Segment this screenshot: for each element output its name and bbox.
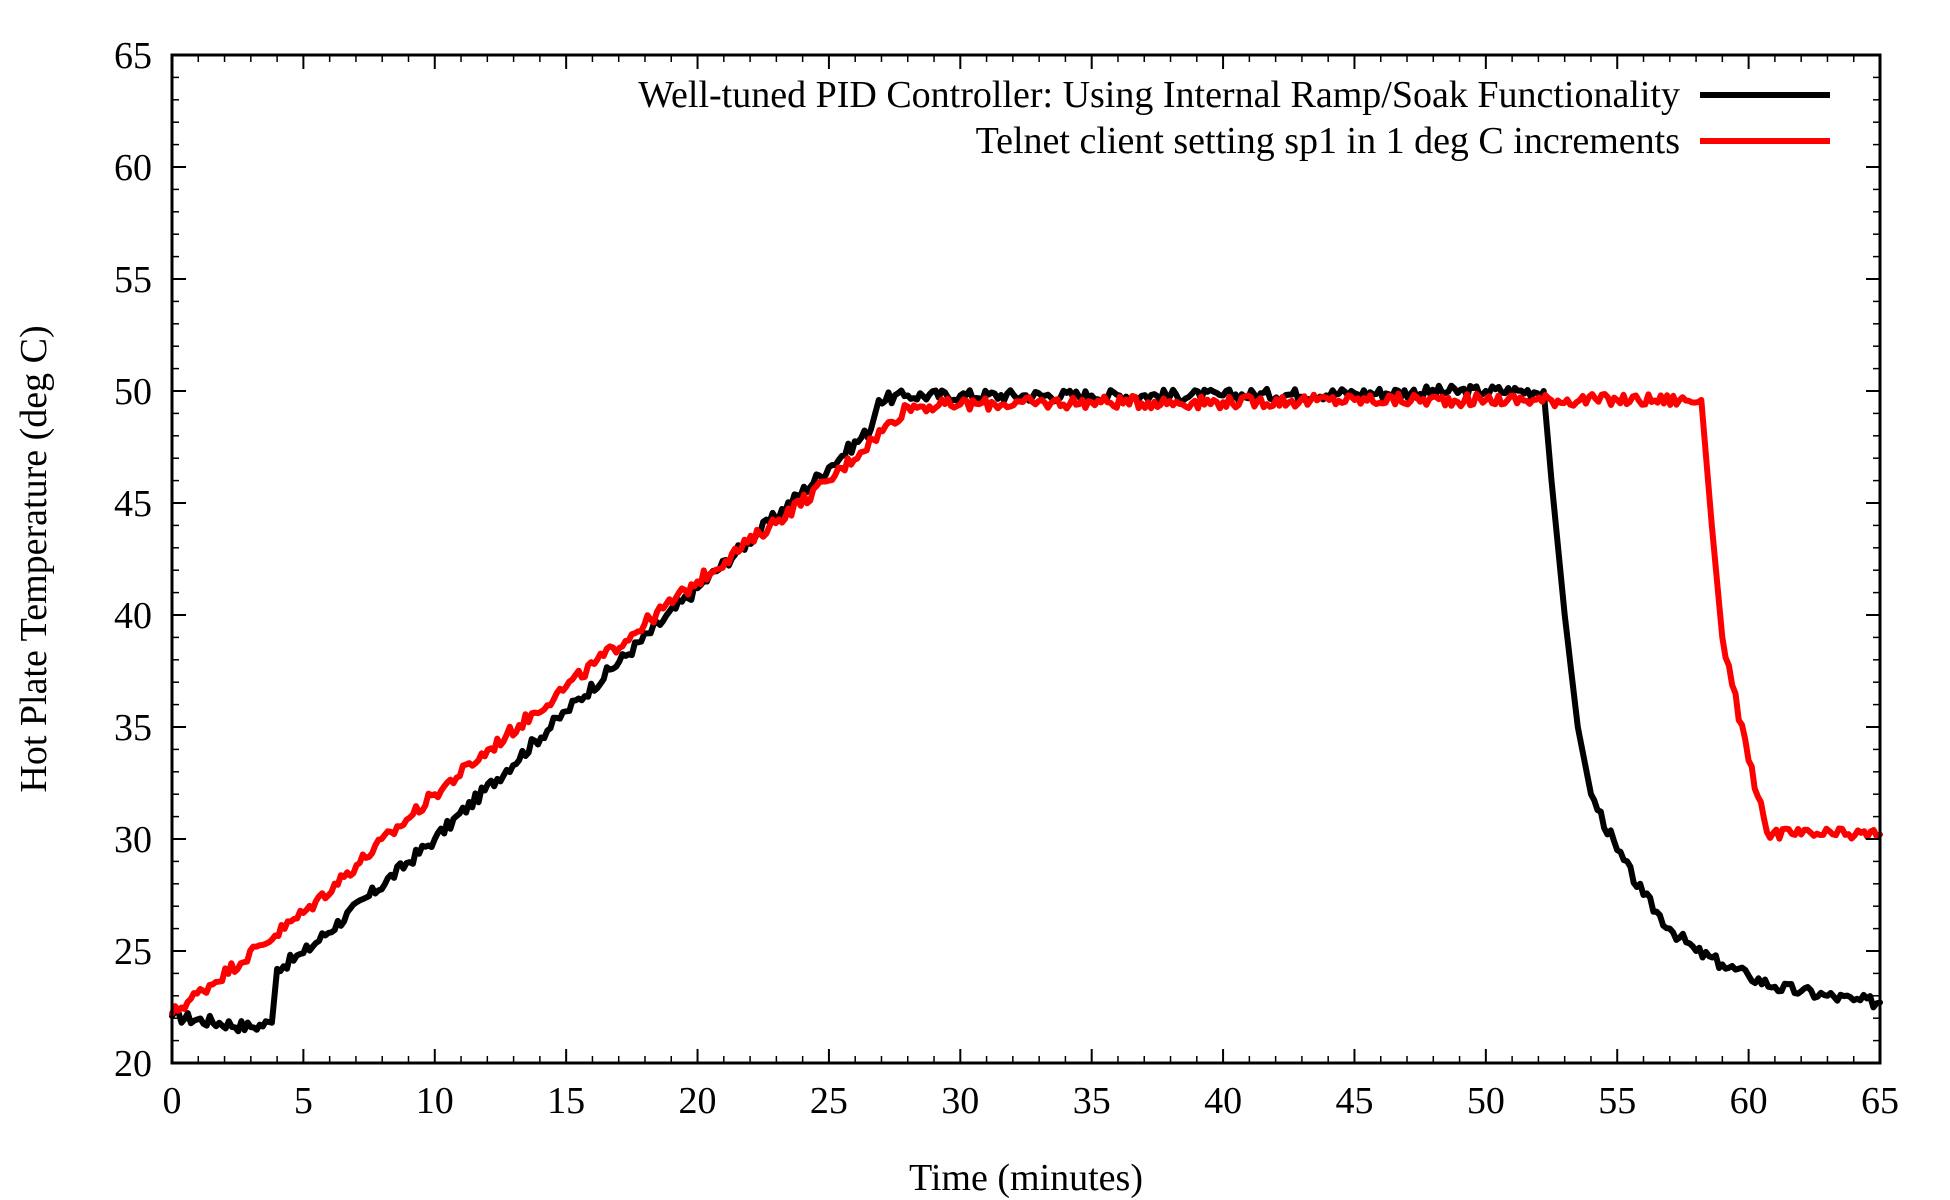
x-axis-title: Time (minutes) xyxy=(909,1157,1143,1199)
x-tick-label: 45 xyxy=(1335,1080,1373,1122)
x-tick-label: 60 xyxy=(1730,1080,1768,1122)
x-tick-label: 20 xyxy=(679,1080,717,1122)
x-tick-label: 5 xyxy=(294,1080,313,1122)
ticks-layer: 0 5 10 15 20 25 30 35 40 45 50 55 60 65 20 25 30 35 40 45 50… xyxy=(114,35,1899,1122)
y-axis-title: Hot Plate Temperature (deg C) xyxy=(13,325,55,792)
y-tick-label: 25 xyxy=(114,931,152,973)
series-line-1 xyxy=(169,382,1883,1035)
x-tick-label: 55 xyxy=(1598,1080,1636,1122)
y-tick-label: 20 xyxy=(114,1043,152,1085)
legend: Well-tuned PID Controller: Using Interna… xyxy=(638,74,1830,162)
legend-label-1: Well-tuned PID Controller: Using Interna… xyxy=(638,74,1680,116)
x-tick-label: 15 xyxy=(547,1080,585,1122)
y-tick-label: 60 xyxy=(114,147,152,189)
y-tick-label: 50 xyxy=(114,371,152,413)
x-tick-label: 10 xyxy=(416,1080,454,1122)
series-line-2 xyxy=(169,390,1883,1017)
y-tick-label: 65 xyxy=(114,35,152,77)
y-tick-label: 35 xyxy=(114,707,152,749)
series-layer xyxy=(169,382,1883,1035)
x-tick-label: 50 xyxy=(1467,1080,1505,1122)
y-tick-label: 55 xyxy=(114,259,152,301)
x-tick-label: 65 xyxy=(1861,1080,1899,1122)
x-tick-label: 35 xyxy=(1073,1080,1111,1122)
legend-label-2: Telnet client setting sp1 in 1 deg C inc… xyxy=(976,120,1680,162)
x-tick-label: 25 xyxy=(810,1080,848,1122)
y-tick-label: 30 xyxy=(114,819,152,861)
x-tick-label: 40 xyxy=(1204,1080,1242,1122)
plot-frame xyxy=(170,53,1882,1065)
x-tick-label: 0 xyxy=(163,1080,182,1122)
y-tick-label: 45 xyxy=(114,483,152,525)
x-tick-label: 30 xyxy=(941,1080,979,1122)
y-tick-label: 40 xyxy=(114,595,152,637)
